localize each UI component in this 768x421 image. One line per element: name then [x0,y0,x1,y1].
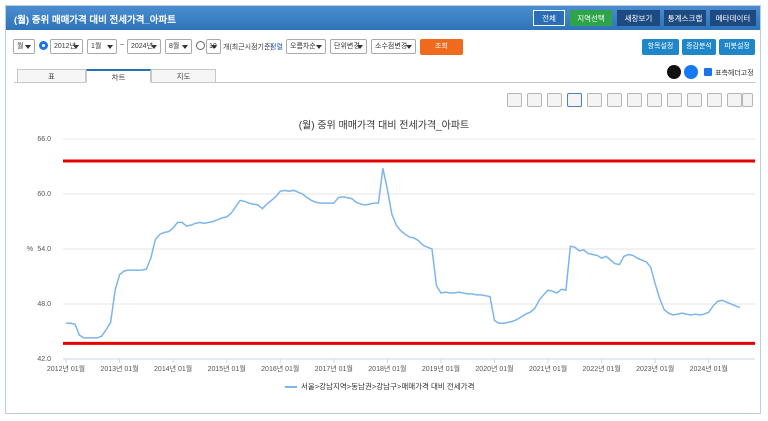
table-tab[interactable]: 표 [17,69,86,83]
fixed-header-label: 표측헤더고정 [715,70,754,77]
x-tick-label: 2021년 01월 [529,364,567,373]
legend-label: 서울>강남지역>동남권>강남구>매매가격 대비 전세가격 [301,381,475,391]
chart-tool-icon[interactable] [707,93,722,107]
x-tick-label: 2024년 01월 [690,364,728,373]
metadata-button[interactable]: 메타데이터 [710,10,756,26]
x-tick-label: 2015년 01월 [208,364,246,373]
y-tick-label: 66.0 [37,136,51,143]
chart-tab[interactable]: 차트 [86,69,151,83]
x-tick-label: 2019년 01월 [422,364,460,373]
chart-tool-icon[interactable] [547,93,562,107]
x-tick-label: 2018년 01월 [368,364,406,373]
x-tick-label: 2014년 01월 [154,364,192,373]
recent-count-input[interactable]: 10 [206,39,221,54]
query-button[interactable]: 조회 [420,39,463,55]
y-axis-label: % [27,246,33,253]
change-analysis-button[interactable]: 증감분석 [682,39,716,55]
x-tick-label: 2020년 01월 [475,364,513,373]
x-tick-label: 2022년 01월 [583,364,621,373]
recent-radio[interactable] [196,41,205,50]
end-month-select[interactable]: 8월 [165,39,192,54]
range-separator: ~ [120,42,125,49]
x-share-icon[interactable] [667,65,681,79]
start-month-select[interactable]: 1월 [87,39,117,54]
tab-divider [14,82,756,83]
x-tick-label: 2016년 01월 [261,364,299,373]
page-title: (월) 중위 매매가격 대비 전세가격_아파트 [14,15,177,26]
panel [5,5,761,414]
chart-tool-icon[interactable] [727,93,742,107]
x-tick-label: 2012년 01월 [47,364,85,373]
recent-label: 개(최근시점기준) [223,44,273,51]
decimal-select[interactable]: 소수점변경 [371,39,416,54]
chart-tool-icon[interactable] [687,93,702,107]
range-radio[interactable] [39,41,48,50]
chart-tool-icon[interactable] [527,93,542,107]
y-tick-label: 42.0 [37,356,51,363]
fixed-header-checkbox[interactable] [704,68,712,76]
new-window-button[interactable]: 새창보기 [617,10,660,26]
chart-tool-icon[interactable] [507,93,522,107]
start-year-select[interactable]: 2012년 [50,39,83,54]
sort-label: 정렬 [270,44,283,51]
region-button[interactable]: 지역선택 [570,10,612,26]
chart-tool-icon[interactable] [567,93,582,107]
chart-tool-icon[interactable] [627,93,642,107]
chart-tool-icon[interactable] [647,93,662,107]
end-year-select[interactable]: 2024년 [127,39,161,54]
y-tick-label: 48.0 [37,301,51,308]
unit-select[interactable]: 단위변경 [330,39,367,54]
chart-title: (월) 중위 매매가격 대비 전세가격_아파트 [299,119,470,132]
item-settings-button[interactable]: 항목설정 [642,39,679,55]
map-tab[interactable]: 지도 [151,69,216,83]
chart-tool-icon[interactable] [667,93,682,107]
x-tick-label: 2023년 01월 [636,364,674,373]
x-tick-label: 2013년 01월 [100,364,138,373]
save-icon[interactable] [742,93,753,107]
chart-tool-icon[interactable] [587,93,602,107]
scrap-button[interactable]: 통계스크랩 [664,10,706,26]
all-button[interactable]: 전체 [533,10,565,26]
header-bar: (월) 중위 매매가격 대비 전세가격_아파트 전체 지역선택 새창보기 통계스… [6,6,760,30]
chart-tool-icon[interactable] [607,93,622,107]
y-tick-label: 54.0 [37,246,51,253]
x-tick-label: 2017년 01월 [315,364,353,373]
series-line [66,168,741,339]
facebook-share-icon[interactable] [684,65,698,79]
y-tick-label: 60.0 [37,191,51,198]
sort-select[interactable]: 오름차순 [286,39,326,54]
pivot-settings-button[interactable]: 피봇설정 [719,39,755,55]
period-select[interactable]: 월 [13,39,35,54]
